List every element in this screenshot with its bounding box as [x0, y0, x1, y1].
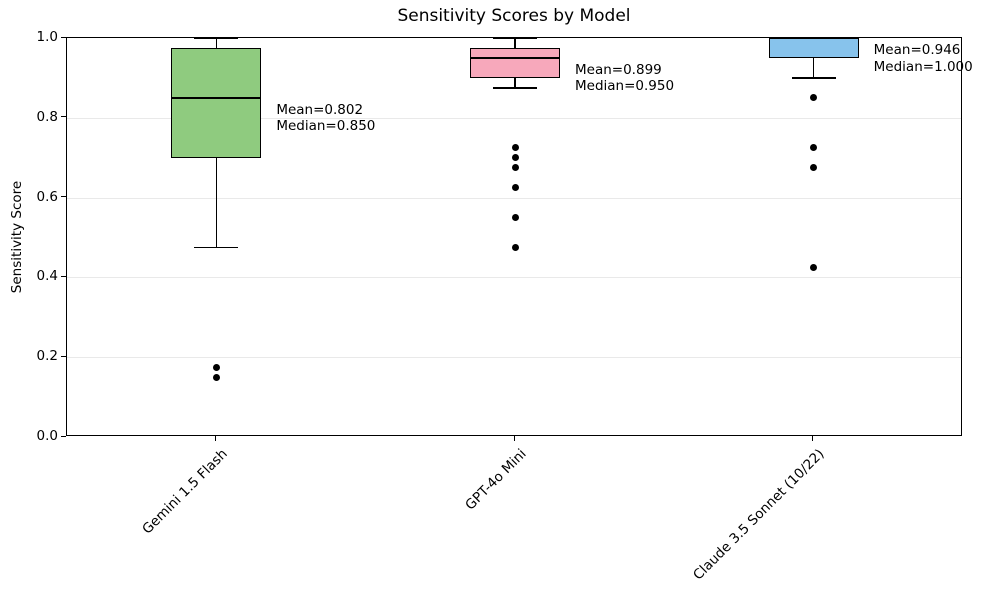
outlier-dot — [810, 164, 818, 172]
x-tick-label: Claude 3.5 Sonnet (10/22) — [690, 446, 828, 584]
x-tick-label: Gemini 1.5 Flash — [139, 446, 231, 538]
outlier-dot — [511, 144, 519, 152]
lower-whisker-cap — [194, 246, 239, 249]
box — [171, 47, 262, 158]
annotation-line: Median=0.850 — [276, 118, 376, 135]
lower-whisker-cap — [493, 87, 537, 89]
outlier-dot — [511, 164, 519, 172]
grid-line — [67, 277, 961, 279]
upper-whisker — [215, 38, 218, 48]
median-line — [768, 37, 859, 39]
y-tick-mark — [61, 36, 66, 38]
chart-title: Sensitivity Scores by Model — [397, 6, 631, 26]
median-line — [171, 96, 262, 99]
annotation-line: Mean=0.899 — [575, 61, 662, 78]
outlier-dot — [212, 373, 220, 381]
y-tick-label: 0.0 — [36, 428, 58, 444]
upper-whisker-cap — [194, 37, 239, 39]
y-tick-mark — [61, 275, 66, 277]
x-tick-mark — [214, 436, 216, 441]
lower-whisker-cap — [791, 77, 836, 79]
y-tick-mark — [61, 435, 66, 437]
y-tick-label: 0.4 — [36, 268, 58, 285]
x-tick-mark — [812, 436, 814, 441]
outlier-dot — [810, 263, 818, 271]
annotation-line: Mean=0.946 — [873, 42, 961, 58]
box — [768, 38, 859, 58]
outlier-dot — [212, 363, 220, 371]
outlier-dot — [810, 144, 818, 152]
y-tick-mark — [61, 196, 66, 198]
upper-whisker-cap — [493, 37, 537, 39]
box — [470, 47, 560, 78]
x-tick-mark — [513, 436, 515, 441]
x-tick-label: GPT-4o Mini — [461, 446, 530, 514]
lower-whisker — [812, 57, 815, 78]
grid-line — [67, 197, 961, 199]
outlier-dot — [511, 243, 519, 251]
grid-line — [67, 117, 961, 119]
mean-median-annotation: Mean=0.946 Median=1.000 — [874, 42, 973, 75]
y-tick-mark — [61, 355, 66, 357]
outlier-dot — [511, 184, 519, 192]
mean-median-annotation: Mean=0.802 Median=0.850 — [276, 102, 375, 135]
annotation-line: Median=1.000 — [873, 58, 973, 75]
upper-whisker — [514, 38, 516, 48]
median-line — [470, 56, 560, 59]
mean-median-annotation: Mean=0.899 Median=0.950 — [575, 62, 674, 95]
outlier-dot — [511, 154, 519, 162]
annotation-line: Mean=0.802 — [276, 101, 364, 118]
y-tick-label: 0.6 — [36, 188, 58, 205]
y-tick-label: 0.8 — [36, 108, 58, 125]
lower-whisker — [514, 77, 516, 88]
lower-whisker — [215, 157, 218, 248]
plot-area: Mean=0.802 Median=0.850 Mean=0.899 Median=0… — [66, 37, 973, 436]
y-tick-mark — [61, 116, 66, 118]
y-tick-label: 1.0 — [36, 29, 58, 45]
outlier-dot — [511, 214, 519, 222]
grid-line — [67, 357, 961, 359]
outlier-dot — [810, 94, 818, 102]
annotation-line: Median=0.950 — [575, 78, 675, 95]
y-tick-label: 0.2 — [36, 348, 58, 365]
